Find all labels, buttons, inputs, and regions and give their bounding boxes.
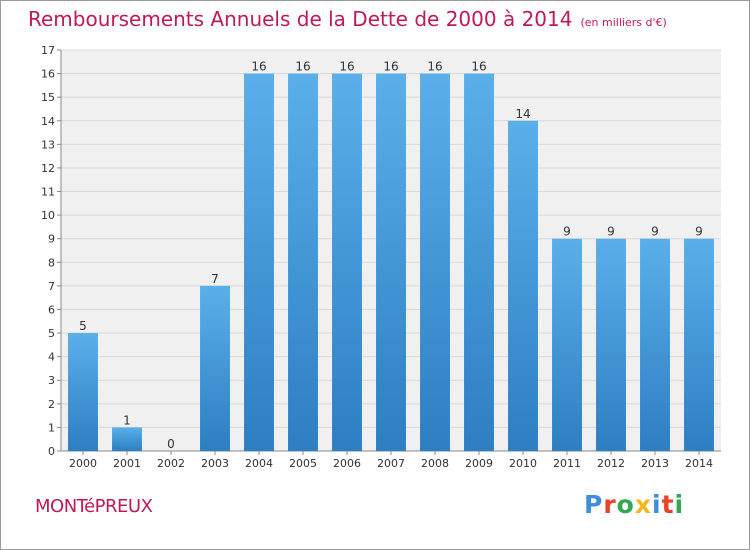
y-tick-label: 8 (48, 256, 55, 269)
x-tick-label: 2004 (245, 457, 273, 470)
data-label: 16 (295, 60, 310, 74)
x-tick-label: 2005 (289, 457, 317, 470)
logo-letter: t (661, 490, 675, 519)
logo-letter: i (674, 490, 685, 519)
bar (244, 73, 274, 452)
x-tick-label: 2012 (597, 457, 625, 470)
y-tick-label: 13 (41, 138, 55, 151)
y-tick-label: 5 (48, 327, 55, 340)
data-label: 9 (607, 225, 615, 239)
bar (200, 285, 230, 451)
x-tick-label: 2009 (465, 457, 493, 470)
y-tick-label: 12 (41, 162, 55, 175)
bar (508, 120, 538, 451)
bar (68, 333, 98, 451)
proxiti-logo: Proxiti (584, 490, 684, 519)
data-label: 16 (471, 60, 486, 74)
x-tick-label: 2007 (377, 457, 405, 470)
data-label: 14 (515, 107, 530, 121)
y-tick-label: 6 (48, 303, 55, 316)
y-tick-label: 15 (41, 91, 55, 104)
logo-letter: i (652, 490, 662, 519)
x-tick-label: 2010 (509, 457, 537, 470)
y-tick-label: 14 (41, 115, 55, 128)
bar (288, 73, 318, 452)
y-tick-label: 2 (48, 398, 55, 411)
bar (112, 427, 142, 451)
data-label: 1 (123, 413, 131, 427)
y-tick-label: 17 (41, 44, 55, 57)
bar (596, 238, 626, 451)
y-tick-label: 9 (48, 233, 55, 246)
y-tick-label: 1 (48, 421, 55, 434)
bar (420, 73, 450, 452)
y-tick-label: 16 (41, 68, 55, 81)
data-label: 16 (427, 60, 442, 74)
x-tick-label: 2003 (201, 457, 229, 470)
y-tick-label: 10 (41, 209, 55, 222)
bar (332, 73, 362, 452)
x-tick-label: 2002 (157, 457, 185, 470)
data-label: 0 (167, 437, 175, 451)
data-label: 16 (339, 60, 354, 74)
x-tick-label: 2014 (685, 457, 713, 470)
data-label: 9 (695, 225, 703, 239)
chart-title-text: Remboursements Annuels de la Dette de 20… (28, 7, 573, 31)
y-tick-label: 4 (48, 351, 55, 364)
data-label: 9 (563, 225, 571, 239)
x-tick-label: 2006 (333, 457, 361, 470)
bar (376, 73, 406, 452)
y-tick-label: 7 (48, 280, 55, 293)
logo-letter: x (634, 490, 652, 519)
data-label: 9 (651, 225, 659, 239)
data-label: 7 (211, 272, 219, 286)
x-tick-label: 2013 (641, 457, 669, 470)
x-tick-label: 2001 (113, 457, 141, 470)
logo-letter: P (584, 490, 604, 519)
bar (464, 73, 494, 452)
logo-letter: r (603, 490, 617, 519)
town-name: MONTéPREUX (35, 496, 153, 517)
x-tick-label: 2011 (553, 457, 581, 470)
y-tick-label: 0 (48, 445, 55, 458)
logo-letter: o (616, 490, 635, 519)
chart-unit: (en milliers d'€) (580, 16, 667, 29)
x-tick-label: 2000 (69, 457, 97, 470)
x-tick-label: 2008 (421, 457, 449, 470)
plot-group: 0123456789101112131415161752000120010200… (41, 44, 721, 470)
chart-title: Remboursements Annuels de la Dette de 20… (28, 7, 667, 31)
data-label: 16 (251, 60, 266, 74)
bar (640, 238, 670, 451)
data-label: 16 (383, 60, 398, 74)
bar (684, 238, 714, 451)
y-tick-label: 11 (41, 186, 55, 199)
bar (552, 238, 582, 451)
y-tick-label: 3 (48, 374, 55, 387)
data-label: 5 (79, 319, 87, 333)
